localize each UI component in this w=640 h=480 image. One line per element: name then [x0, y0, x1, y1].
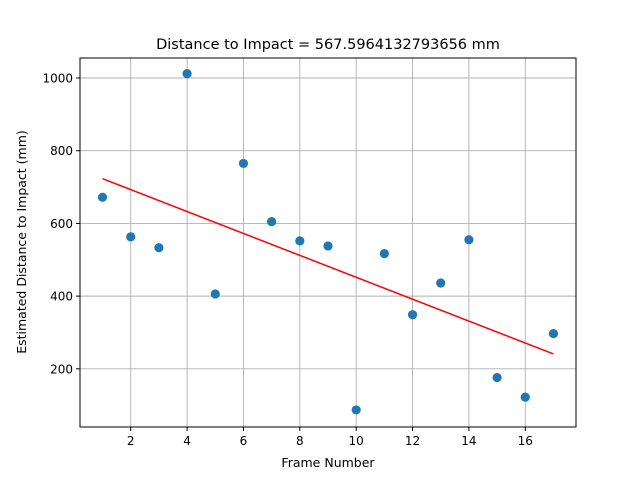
data-point: [379, 248, 389, 259]
data-point: [182, 69, 192, 79]
data-point: [210, 289, 220, 299]
data-point: [154, 243, 164, 253]
y-tick-label: 600: [50, 217, 73, 231]
x-tick-label: 10: [349, 434, 364, 448]
data-point: [464, 235, 474, 245]
data-point: [295, 236, 305, 246]
data-point: [492, 372, 502, 383]
x-tick-label: 16: [518, 434, 533, 448]
axis-ticks: 2 4 6 8 10 12 14 16 200 400 600 800 1000: [42, 71, 532, 448]
y-tick-label: 800: [50, 144, 73, 158]
x-tick-label: 4: [183, 434, 191, 448]
data-point: [436, 278, 446, 288]
y-axis-label: Estimated Distance to Impact (mm): [14, 130, 29, 354]
data-point: [97, 192, 108, 202]
plot-frame: [79, 57, 577, 428]
data-point: [520, 392, 530, 402]
fit-line-layer: [102, 177, 554, 355]
chart-title: Distance to Impact = 567.5964132793656 m…: [156, 37, 500, 53]
y-tick-label: 400: [50, 290, 73, 304]
data-point: [548, 328, 559, 339]
grid-lines: [80, 58, 576, 427]
data-point: [267, 216, 277, 227]
y-tick-label: 1000: [42, 71, 73, 85]
x-tick-label: 14: [461, 434, 476, 448]
x-tick-label: 2: [127, 434, 135, 448]
data-point: [238, 158, 249, 169]
data-point: [351, 405, 361, 415]
data-point: [323, 241, 333, 251]
x-axis-label: Frame Number: [281, 455, 375, 470]
data-points-layer: [97, 69, 559, 415]
fit-line: [102, 177, 554, 355]
data-point: [407, 310, 418, 320]
data-point: [126, 232, 136, 242]
x-tick-label: 6: [240, 434, 248, 448]
x-tick-label: 12: [405, 434, 420, 448]
y-tick-label: 200: [50, 362, 73, 376]
x-tick-label: 8: [296, 434, 304, 448]
